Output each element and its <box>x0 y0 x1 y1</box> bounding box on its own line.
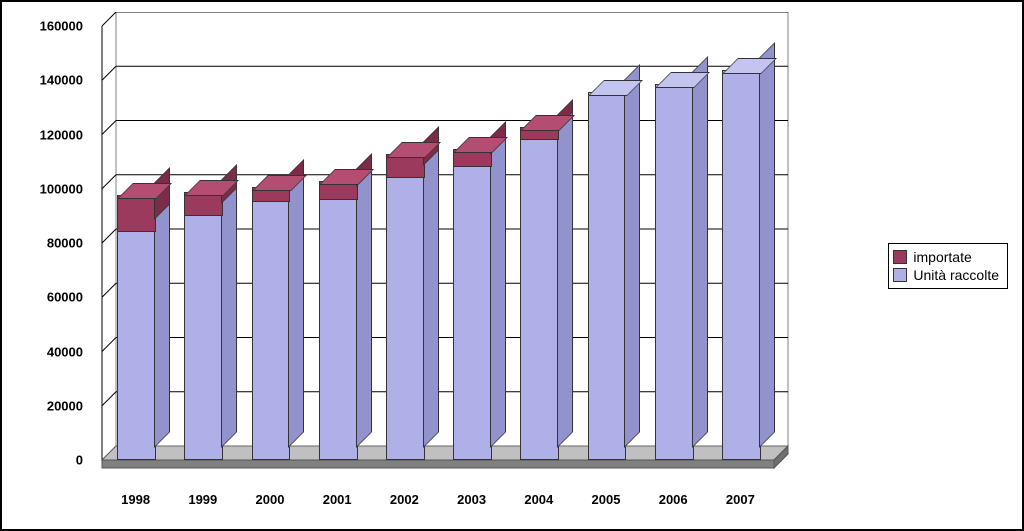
bar-segment <box>520 129 557 140</box>
y-tick-label: 20000 <box>47 398 83 413</box>
y-tick-label: 160000 <box>40 19 83 34</box>
bar-segment <box>184 194 221 216</box>
y-tick-label: 40000 <box>47 344 83 359</box>
legend-item: importate <box>893 248 999 266</box>
bar-segment <box>588 94 625 460</box>
x-tick-label: 2007 <box>726 492 755 507</box>
y-axis-labels: 0 20000 40000 60000 80000 100000 120000 140000 1… <box>32 12 87 482</box>
x-tick-label: 2004 <box>524 492 553 507</box>
y-tick-label: 100000 <box>40 181 83 196</box>
bar-segment <box>722 72 759 460</box>
x-tick-label: 2005 <box>592 492 621 507</box>
x-tick-label: 2003 <box>457 492 486 507</box>
y-tick-label: 80000 <box>47 236 83 251</box>
legend-label: importate <box>913 249 971 265</box>
bar-segment <box>319 200 356 460</box>
bar-segment <box>117 232 154 460</box>
bar-segment <box>453 167 490 460</box>
x-tick-label: 1999 <box>188 492 217 507</box>
plot-3d <box>90 12 800 482</box>
legend: importate Unità raccolte <box>888 243 1008 289</box>
bar-segment <box>386 178 423 460</box>
x-tick-label: 2002 <box>390 492 419 507</box>
bar-segment <box>319 183 356 199</box>
y-tick-label: 120000 <box>40 127 83 142</box>
bar-segment <box>252 189 289 203</box>
bar-segment <box>184 216 221 460</box>
bar-segment <box>520 140 557 460</box>
x-tick-label: 2001 <box>323 492 352 507</box>
bar-segment <box>117 197 154 232</box>
x-tick-label: 2006 <box>659 492 688 507</box>
x-axis-labels: 1998 1999 2000 2001 2002 2003 2004 2005 2006 2007 <box>90 492 800 510</box>
plot-area: 0 20000 40000 60000 80000 100000 120000 140000 1… <box>32 2 832 512</box>
bar-segment <box>453 151 490 167</box>
legend-swatch <box>893 250 907 264</box>
chart-container: 0 20000 40000 60000 80000 100000 120000 140000 1… <box>0 0 1024 531</box>
y-tick-label: 140000 <box>40 73 83 88</box>
bar-segment <box>386 156 423 178</box>
bars-layer <box>90 12 800 482</box>
legend-label: Unità raccolte <box>913 267 999 283</box>
y-tick-label: 60000 <box>47 290 83 305</box>
x-tick-label: 1998 <box>121 492 150 507</box>
y-tick-label: 0 <box>76 453 83 468</box>
bar-segment <box>655 86 692 460</box>
legend-swatch <box>893 268 907 282</box>
legend-item: Unità raccolte <box>893 266 999 284</box>
x-tick-label: 2000 <box>256 492 285 507</box>
bar-segment <box>252 202 289 460</box>
